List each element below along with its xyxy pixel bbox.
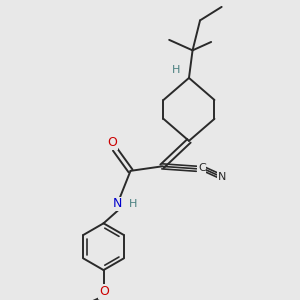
Text: O: O [108,136,118,149]
Text: C: C [198,163,206,173]
Text: O: O [99,285,109,298]
Text: H: H [128,199,137,209]
Text: N: N [112,197,122,210]
Text: N: N [218,172,226,182]
Text: H: H [172,64,181,74]
